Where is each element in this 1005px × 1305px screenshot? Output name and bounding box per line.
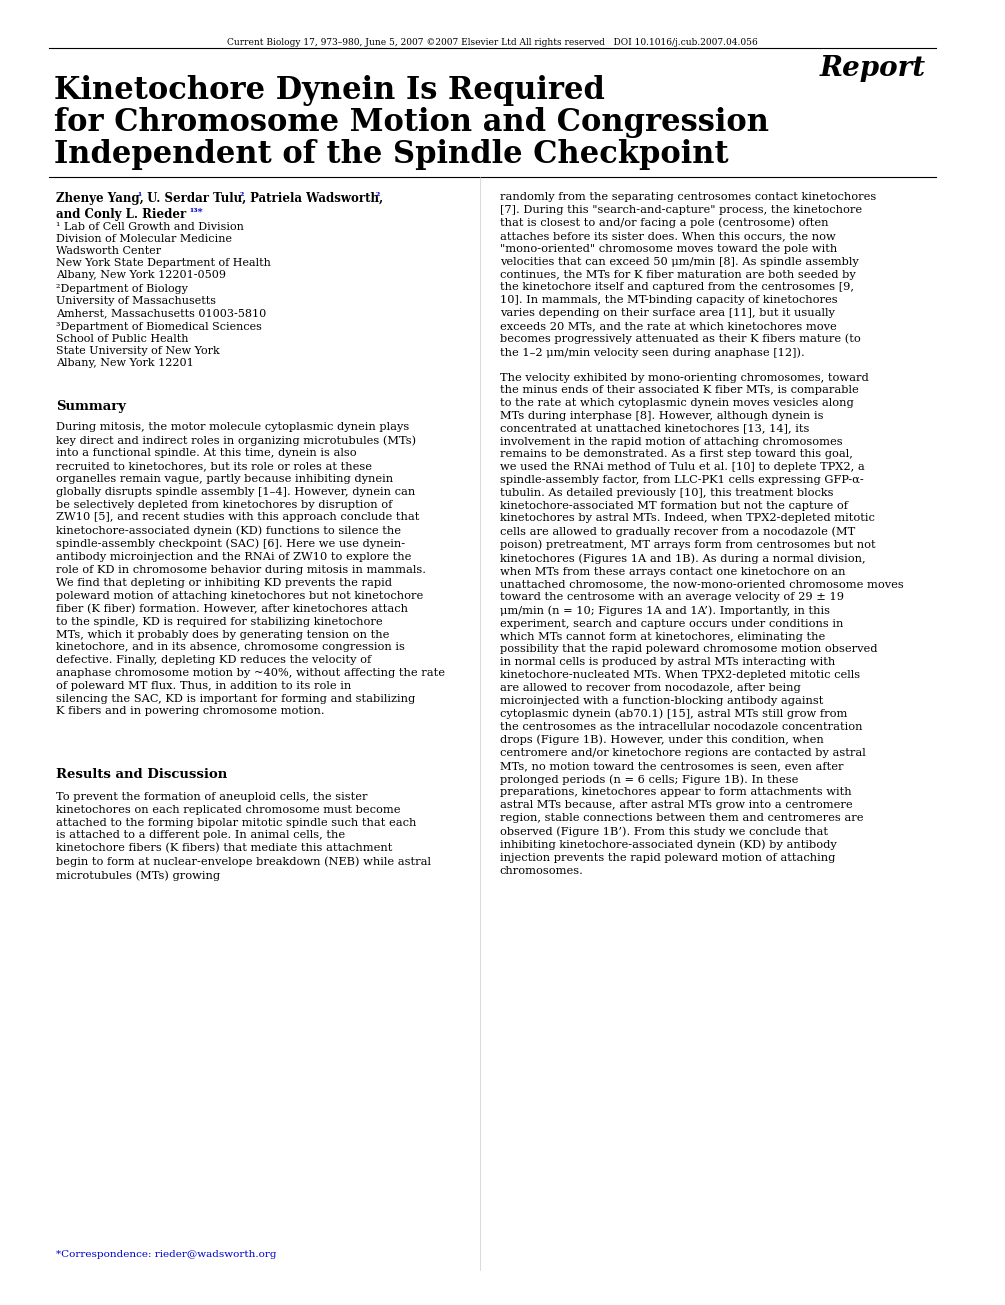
Text: ²: ²	[375, 192, 380, 201]
Text: U. Serdar Tulu,: U. Serdar Tulu,	[143, 192, 246, 205]
Text: Independent of the Spindle Checkpoint: Independent of the Spindle Checkpoint	[54, 140, 729, 170]
Text: ¹³*: ¹³*	[189, 207, 203, 217]
Text: Results and Discussion: Results and Discussion	[56, 769, 227, 780]
Text: ³Department of Biomedical Sciences: ³Department of Biomedical Sciences	[56, 322, 261, 331]
Text: *Correspondence: rieder@wadsworth.org: *Correspondence: rieder@wadsworth.org	[56, 1250, 276, 1259]
Text: Summary: Summary	[56, 401, 126, 412]
Text: ¹ Lab of Cell Growth and Division: ¹ Lab of Cell Growth and Division	[56, 222, 244, 232]
Text: Zhenye Yang,: Zhenye Yang,	[56, 192, 144, 205]
Text: The velocity exhibited by mono-orienting chromosomes, toward
the minus ends of t: The velocity exhibited by mono-orienting…	[499, 372, 903, 876]
Text: State University of New York: State University of New York	[56, 346, 220, 356]
Text: Current Biology 17, 973–980, June 5, 2007 ©2007 Elsevier Ltd All rights reserved: Current Biology 17, 973–980, June 5, 200…	[226, 38, 758, 47]
Text: Albany, New York 12201: Albany, New York 12201	[56, 358, 194, 368]
Text: Albany, New York 12201-0509: Albany, New York 12201-0509	[56, 270, 226, 281]
Text: ²: ²	[240, 192, 244, 201]
Text: School of Public Health: School of Public Health	[56, 334, 188, 345]
Text: Division of Molecular Medicine: Division of Molecular Medicine	[56, 234, 232, 244]
Text: ¹: ¹	[138, 192, 142, 201]
Text: Patriela Wadsworth,: Patriela Wadsworth,	[246, 192, 383, 205]
Text: Wadsworth Center: Wadsworth Center	[56, 247, 161, 256]
Text: University of Massachusetts: University of Massachusetts	[56, 296, 216, 305]
Text: randomly from the separating centrosomes contact kinetochores
[7]. During this ": randomly from the separating centrosomes…	[499, 192, 876, 358]
Text: for Chromosome Motion and Congression: for Chromosome Motion and Congression	[54, 107, 769, 138]
Text: Amherst, Massachusetts 01003-5810: Amherst, Massachusetts 01003-5810	[56, 308, 266, 318]
Text: and Conly L. Rieder: and Conly L. Rieder	[56, 207, 186, 221]
Text: New York State Department of Health: New York State Department of Health	[56, 258, 270, 268]
Text: ²Department of Biology: ²Department of Biology	[56, 284, 188, 294]
Text: Report: Report	[820, 55, 926, 82]
Text: Kinetochore Dynein Is Required: Kinetochore Dynein Is Required	[54, 74, 605, 106]
Text: To prevent the formation of aneuploid cells, the sister
kinetochores on each rep: To prevent the formation of aneuploid ce…	[56, 792, 431, 881]
Text: During mitosis, the motor molecule cytoplasmic dynein plays
key direct and indir: During mitosis, the motor molecule cytop…	[56, 422, 445, 716]
